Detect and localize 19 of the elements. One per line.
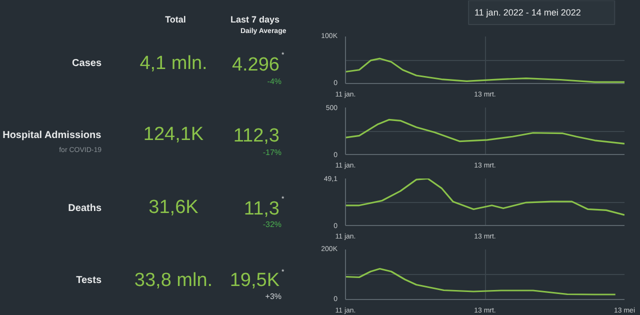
text: 112,3 — [233, 126, 280, 146]
text: -32% — [262, 220, 282, 229]
text: Deaths — [68, 203, 102, 214]
text: Cases — [72, 58, 102, 69]
text: 31,6K — [148, 197, 199, 218]
text: 11,3 — [244, 198, 280, 220]
text: Hospital Admissions — [2, 130, 102, 141]
text: 4,1 mln. — [140, 53, 208, 74]
text: 19,5K — [230, 270, 280, 291]
text: 33,8 mln. — [134, 270, 213, 291]
text: 4.296 — [232, 54, 280, 76]
text: -4% — [267, 77, 282, 86]
text: 124,1K — [143, 124, 204, 145]
text: Last 7 days — [230, 14, 280, 24]
text: Total — [165, 14, 186, 24]
text: Tests — [76, 275, 102, 286]
text: 11 jan. 2022 - 14 mei 2022 — [474, 8, 581, 18]
text: -17% — [262, 148, 282, 157]
text: +3% — [265, 292, 282, 301]
